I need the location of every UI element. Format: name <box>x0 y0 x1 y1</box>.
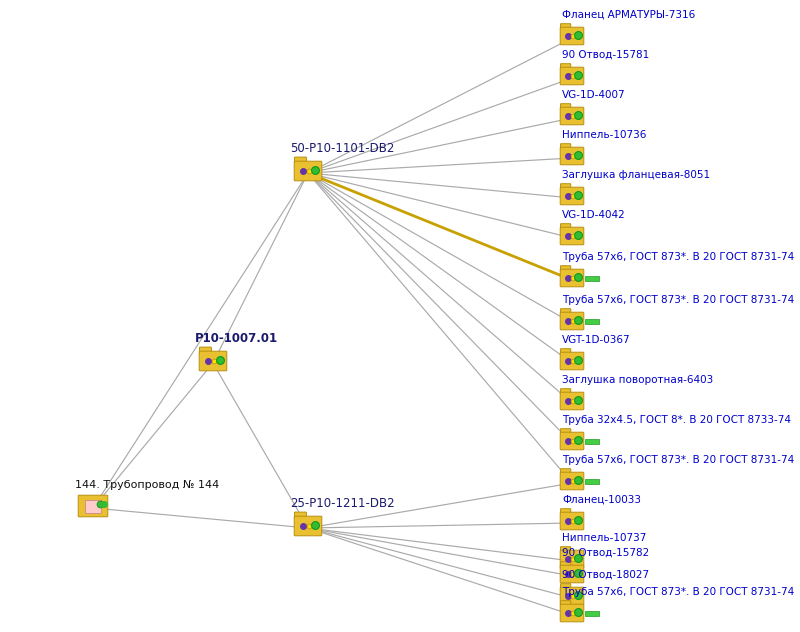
FancyBboxPatch shape <box>560 147 584 165</box>
Text: 25-P10-1211-DB2: 25-P10-1211-DB2 <box>290 497 394 510</box>
FancyBboxPatch shape <box>560 187 584 205</box>
Text: 90 Отвод-18027: 90 Отвод-18027 <box>562 570 649 580</box>
Text: Фланец АРМАТУРЫ-7316: Фланец АРМАТУРЫ-7316 <box>562 10 695 20</box>
Text: Труба 57х6, ГОСТ 873*. В 20 ГОСТ 8731-74: Труба 57х6, ГОСТ 873*. В 20 ГОСТ 8731-74 <box>562 252 794 262</box>
FancyBboxPatch shape <box>561 184 570 190</box>
FancyBboxPatch shape <box>561 584 570 590</box>
FancyBboxPatch shape <box>85 500 102 513</box>
FancyBboxPatch shape <box>561 308 570 315</box>
Text: P10-1007.01: P10-1007.01 <box>195 332 278 345</box>
Text: 90 Отвод-15781: 90 Отвод-15781 <box>562 50 650 60</box>
FancyBboxPatch shape <box>560 432 584 450</box>
FancyBboxPatch shape <box>560 67 584 85</box>
FancyBboxPatch shape <box>560 587 584 605</box>
FancyBboxPatch shape <box>294 512 306 518</box>
Text: Труба 57х6, ГОСТ 873*. В 20 ГОСТ 8731-74: Труба 57х6, ГОСТ 873*. В 20 ГОСТ 8731-74 <box>562 455 794 465</box>
FancyBboxPatch shape <box>560 107 584 125</box>
FancyBboxPatch shape <box>294 157 306 164</box>
FancyBboxPatch shape <box>560 269 584 287</box>
Text: Труба 57х6, ГОСТ 873*. В 20 ГОСТ 8731-74: Труба 57х6, ГОСТ 873*. В 20 ГОСТ 8731-74 <box>562 587 794 597</box>
FancyBboxPatch shape <box>585 319 599 324</box>
FancyBboxPatch shape <box>561 349 570 355</box>
Text: VG-1D-4042: VG-1D-4042 <box>562 210 626 220</box>
FancyBboxPatch shape <box>561 547 570 552</box>
FancyBboxPatch shape <box>560 550 584 568</box>
Text: 144. Трубопровод № 144: 144. Трубопровод № 144 <box>75 480 219 490</box>
FancyBboxPatch shape <box>561 265 570 272</box>
FancyBboxPatch shape <box>561 143 570 150</box>
FancyBboxPatch shape <box>560 604 584 622</box>
Text: VG-1D-4007: VG-1D-4007 <box>562 90 626 100</box>
Text: VGT-1D-0367: VGT-1D-0367 <box>562 335 630 345</box>
FancyBboxPatch shape <box>199 351 227 371</box>
FancyBboxPatch shape <box>294 161 322 181</box>
Text: Ниппель-10737: Ниппель-10737 <box>562 533 646 543</box>
FancyBboxPatch shape <box>560 312 584 330</box>
FancyBboxPatch shape <box>560 27 584 45</box>
FancyBboxPatch shape <box>585 611 599 616</box>
FancyBboxPatch shape <box>560 472 584 490</box>
FancyBboxPatch shape <box>560 392 584 410</box>
Text: Заглушка поворотная-6403: Заглушка поворотная-6403 <box>562 375 714 385</box>
FancyBboxPatch shape <box>199 347 211 353</box>
Text: Труба 57х6, ГОСТ 873*. В 20 ГОСТ 8731-74: Труба 57х6, ГОСТ 873*. В 20 ГОСТ 8731-74 <box>562 295 794 305</box>
FancyBboxPatch shape <box>561 224 570 229</box>
FancyBboxPatch shape <box>560 565 584 583</box>
FancyBboxPatch shape <box>561 64 570 70</box>
FancyBboxPatch shape <box>585 478 599 483</box>
Text: 50-P10-1101-DB2: 50-P10-1101-DB2 <box>290 142 394 155</box>
Text: 90 Отвод-15782: 90 Отвод-15782 <box>562 548 650 558</box>
FancyBboxPatch shape <box>561 469 570 475</box>
FancyBboxPatch shape <box>294 516 322 536</box>
FancyBboxPatch shape <box>561 389 570 394</box>
FancyBboxPatch shape <box>561 562 570 568</box>
FancyBboxPatch shape <box>561 428 570 435</box>
FancyBboxPatch shape <box>561 600 570 607</box>
FancyBboxPatch shape <box>561 24 570 30</box>
FancyBboxPatch shape <box>561 104 570 109</box>
FancyBboxPatch shape <box>78 495 108 517</box>
Text: Труба 32х4.5, ГОСТ 8*. В 20 ГОСТ 8733-74: Труба 32х4.5, ГОСТ 8*. В 20 ГОСТ 8733-74 <box>562 415 791 425</box>
FancyBboxPatch shape <box>585 276 599 281</box>
FancyBboxPatch shape <box>560 227 584 245</box>
FancyBboxPatch shape <box>561 509 570 514</box>
FancyBboxPatch shape <box>560 512 584 530</box>
FancyBboxPatch shape <box>585 439 599 444</box>
FancyBboxPatch shape <box>560 352 584 370</box>
Text: Фланец-10033: Фланец-10033 <box>562 495 641 505</box>
Text: Заглушка фланцевая-8051: Заглушка фланцевая-8051 <box>562 170 710 180</box>
Text: Ниппель-10736: Ниппель-10736 <box>562 130 646 140</box>
